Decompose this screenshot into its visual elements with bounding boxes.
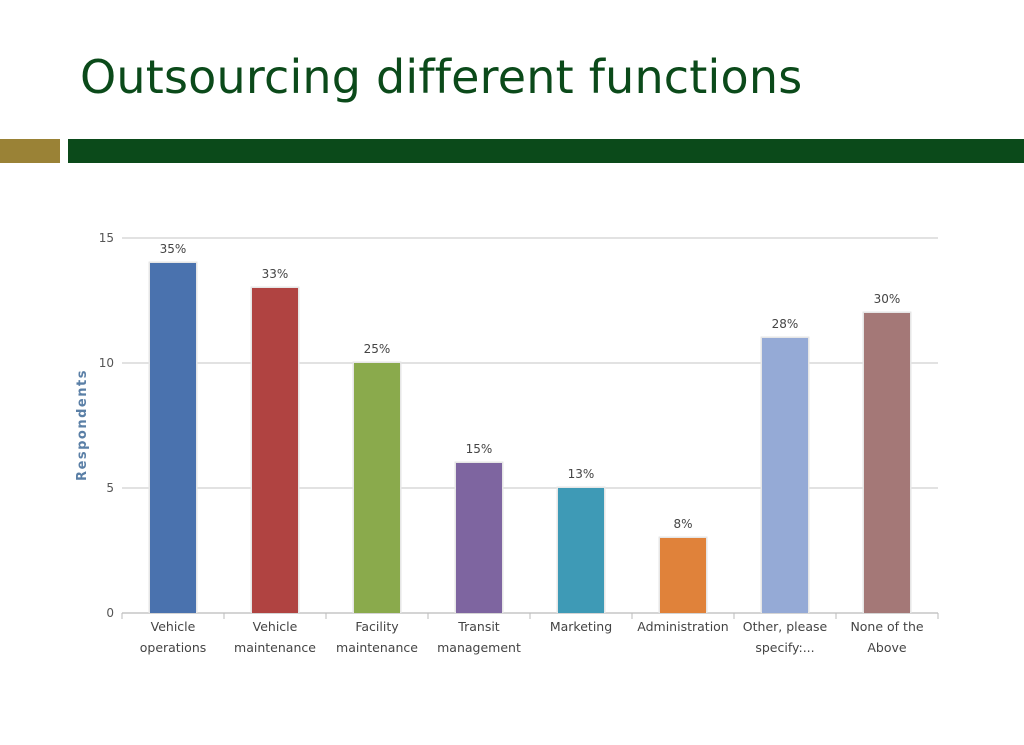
title-underline-bar <box>68 139 1024 163</box>
x-category-label: None of the <box>850 619 923 634</box>
x-category-label: specify:... <box>755 640 814 655</box>
x-category-label: maintenance <box>336 640 418 655</box>
bar <box>252 288 298 613</box>
bar-data-label: 8% <box>673 517 692 531</box>
y-tick-label: 15 <box>99 231 114 245</box>
x-category-label: Transit <box>457 619 500 634</box>
bar-data-label: 35% <box>160 242 187 256</box>
bar <box>864 313 910 613</box>
x-category-label: maintenance <box>234 640 316 655</box>
x-category-label: operations <box>140 640 207 655</box>
x-category-label: Vehicle <box>253 619 298 634</box>
labels: 0 5 10 15 35% Vehicle operations 33% Vehicle main… <box>99 231 924 655</box>
bars <box>148 261 912 613</box>
y-axis-title: Respondents <box>75 369 90 481</box>
bar <box>456 463 502 613</box>
bar-data-label: 15% <box>466 442 493 456</box>
y-tick-label: 10 <box>99 356 114 370</box>
slide-title: Outsourcing different functions <box>80 50 803 104</box>
x-category-label: Other, please <box>743 619 828 634</box>
bar-data-label: 13% <box>568 467 595 481</box>
bar-data-label: 33% <box>262 267 289 281</box>
y-tick-label: 0 <box>106 606 114 620</box>
accent-bar <box>0 139 60 163</box>
y-tick-label: 5 <box>106 481 114 495</box>
x-category-label: Facility <box>355 619 399 634</box>
x-category-label: Administration <box>637 619 728 634</box>
bar <box>150 263 196 613</box>
x-category-label: management <box>437 640 521 655</box>
bar-data-label: 28% <box>772 317 799 331</box>
bar <box>660 538 706 613</box>
bar <box>762 338 808 613</box>
x-category-label: Above <box>867 640 907 655</box>
bar <box>354 363 400 613</box>
bar <box>558 488 604 613</box>
bar-data-label: 25% <box>364 342 391 356</box>
gridlines <box>121 237 939 619</box>
bar-data-label: 30% <box>874 292 901 306</box>
x-category-label: Vehicle <box>151 619 196 634</box>
x-category-label: Marketing <box>550 619 612 634</box>
